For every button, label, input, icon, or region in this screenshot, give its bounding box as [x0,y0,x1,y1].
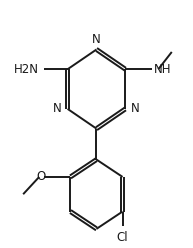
Text: Cl: Cl [117,231,128,244]
Text: N: N [131,102,140,115]
Text: N: N [92,33,101,46]
Text: N: N [53,102,62,115]
Text: H2N: H2N [14,63,39,76]
Text: O: O [37,170,46,184]
Text: NH: NH [153,63,171,76]
